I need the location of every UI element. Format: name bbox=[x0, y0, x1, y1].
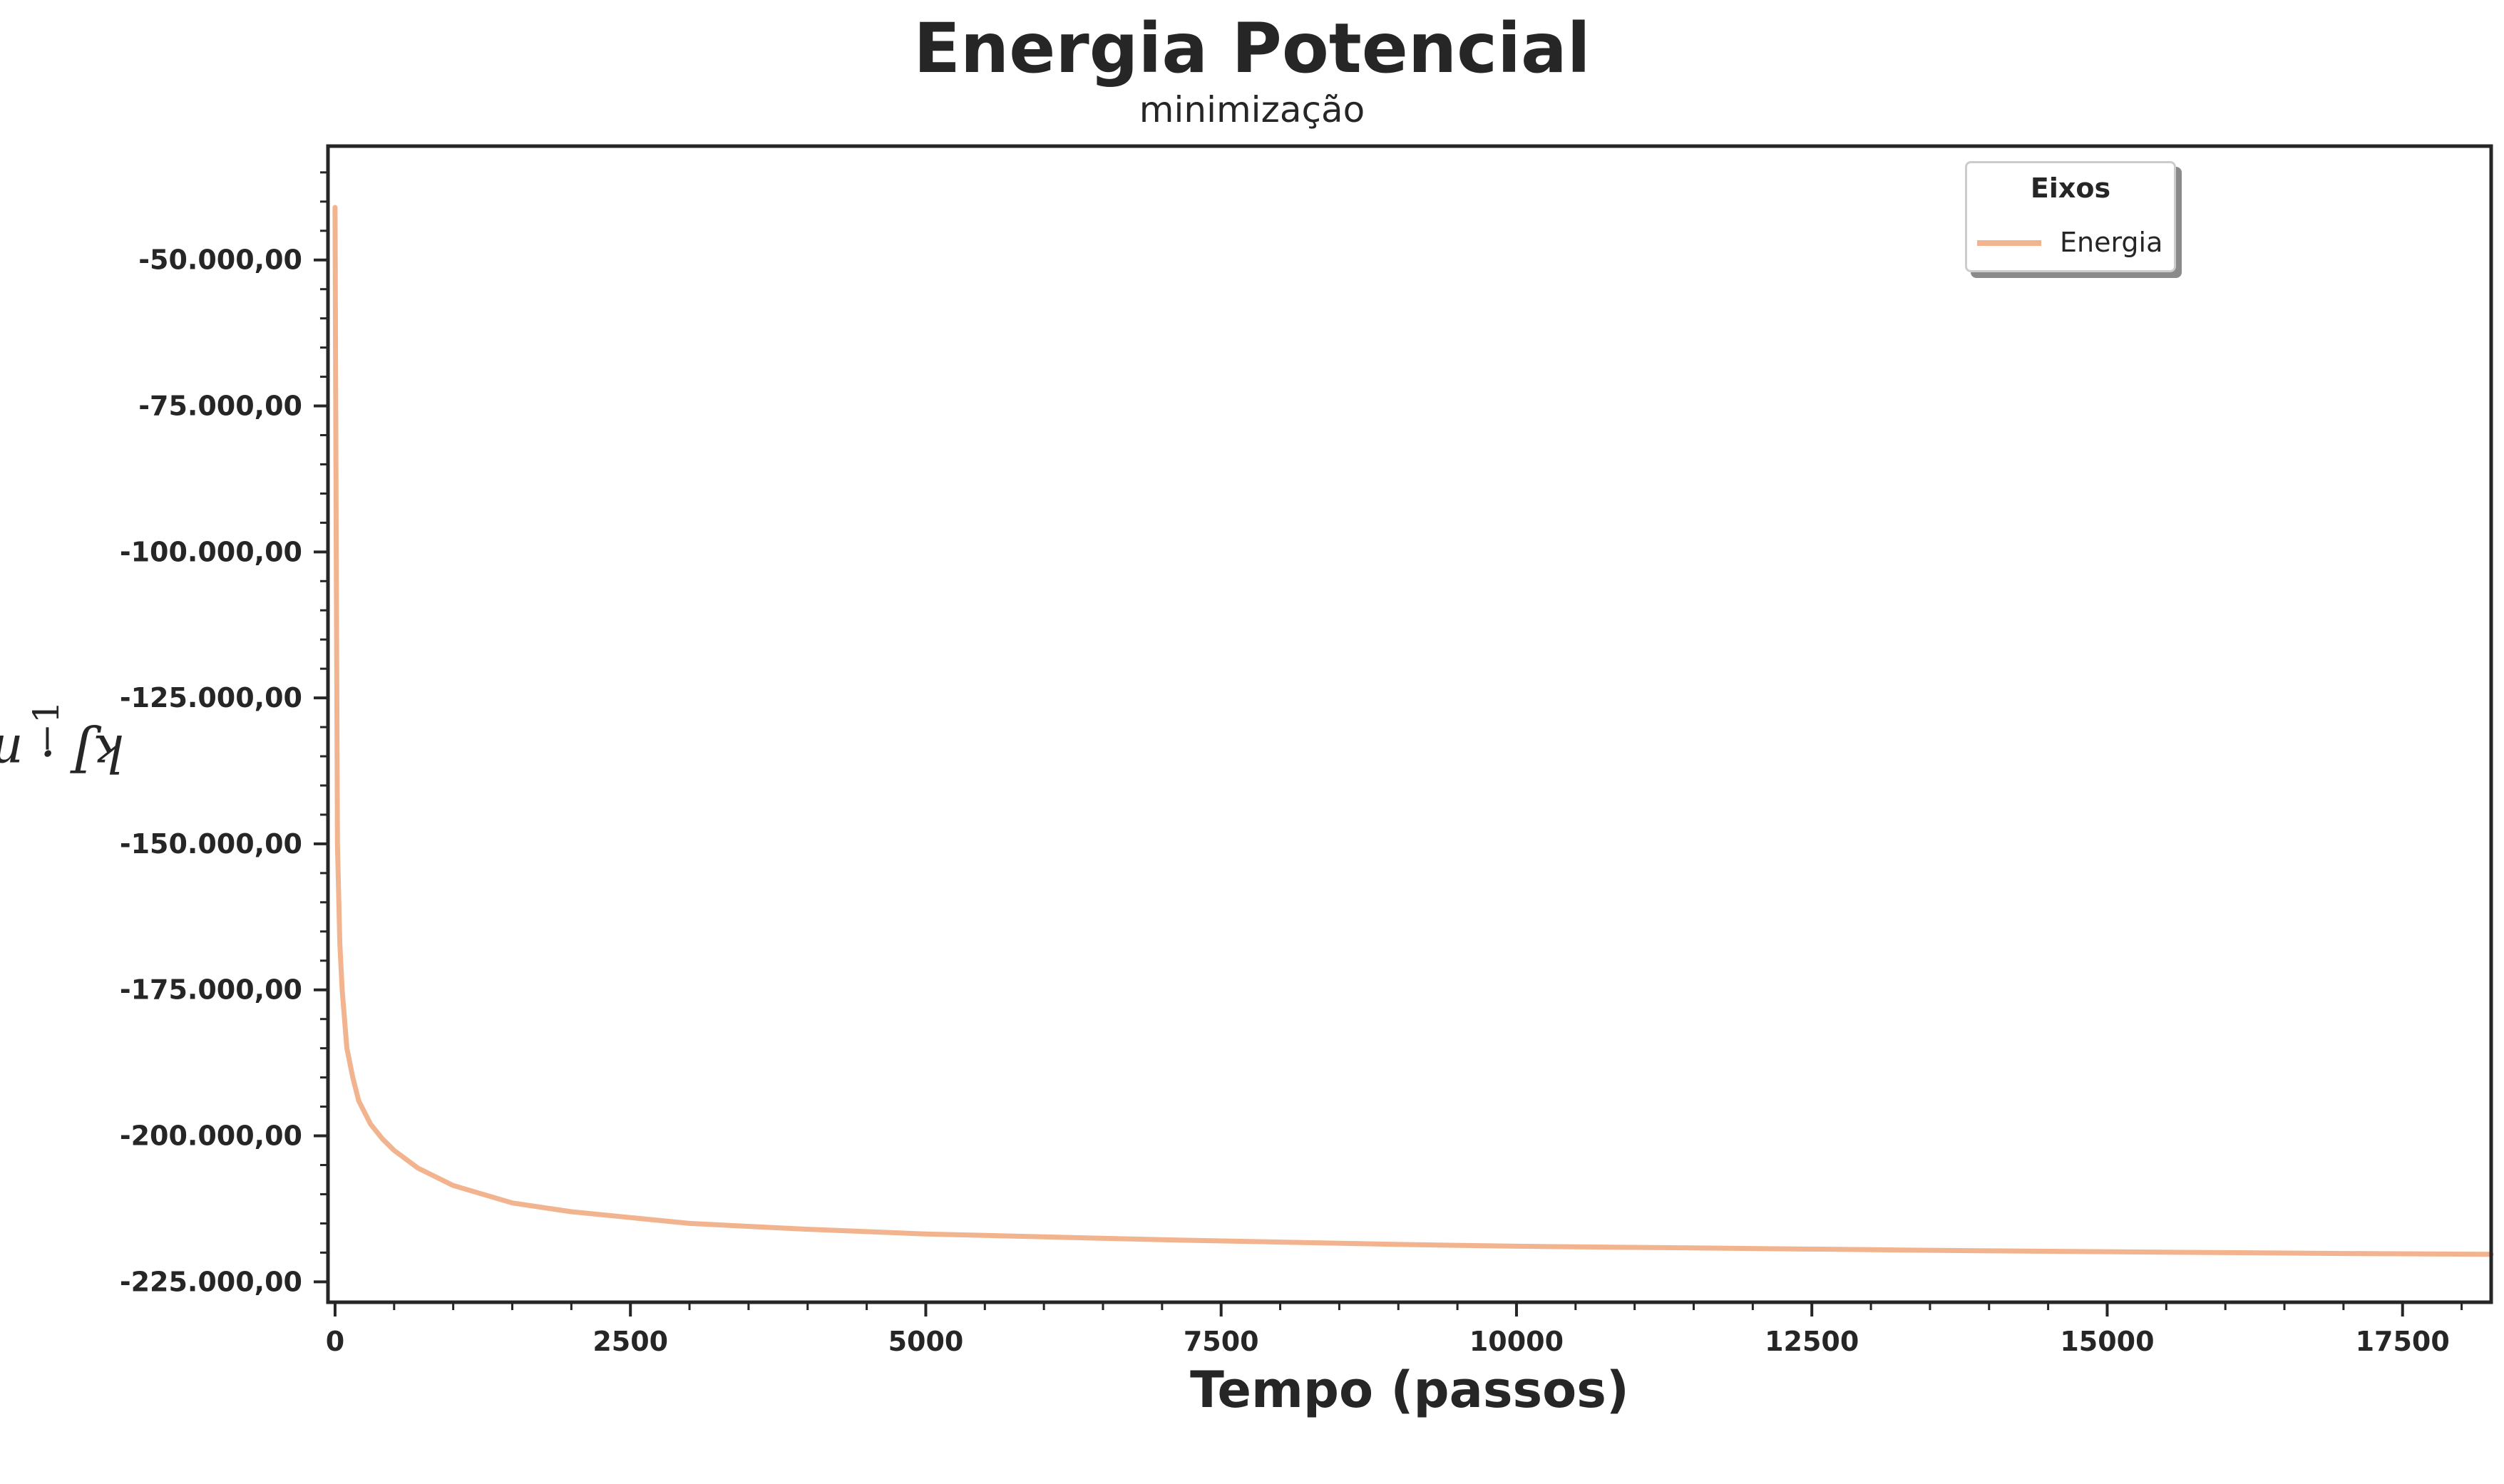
chart-subtitle: minimização bbox=[1139, 89, 1365, 130]
legend: Eixos Energia bbox=[1965, 161, 2176, 272]
x-tick-label: 2500 bbox=[592, 1326, 668, 1357]
y-tick-label: -100.000,00 bbox=[120, 536, 302, 567]
x-axis-label: Tempo (passos) bbox=[1190, 1361, 1629, 1419]
plot-frame bbox=[326, 144, 2493, 1304]
series-line-energia bbox=[332, 205, 2494, 1257]
y-tick-label: -125.000,00 bbox=[120, 682, 302, 713]
y-tick-label: -75.000,00 bbox=[138, 391, 302, 422]
x-tick-label: 10000 bbox=[1469, 1326, 1564, 1357]
chart-title: Energia Potencial bbox=[913, 9, 1591, 88]
y-tick-label: -175.000,00 bbox=[120, 974, 302, 1006]
x-tick-label: 12500 bbox=[1765, 1326, 1859, 1357]
y-tick-label: -200.000,00 bbox=[120, 1120, 302, 1152]
legend-label-energia: Energia bbox=[2060, 227, 2163, 258]
y-tick-label: -150.000,00 bbox=[120, 828, 302, 860]
y-tick-label: -225.000,00 bbox=[120, 1266, 302, 1297]
x-tick-label: 5000 bbox=[888, 1326, 964, 1357]
x-tick-label: 7500 bbox=[1184, 1326, 1259, 1357]
y-axis-label-text: kJ · mol bbox=[0, 723, 124, 783]
legend-title: Eixos bbox=[2030, 172, 2111, 204]
x-tick-label: 0 bbox=[326, 1326, 344, 1357]
legend-swatch-energia bbox=[1977, 240, 2041, 246]
x-tick-label: 15000 bbox=[2060, 1326, 2154, 1357]
x-tick-label: 17500 bbox=[2356, 1326, 2450, 1357]
y-tick-label: -50.000,00 bbox=[138, 244, 302, 276]
